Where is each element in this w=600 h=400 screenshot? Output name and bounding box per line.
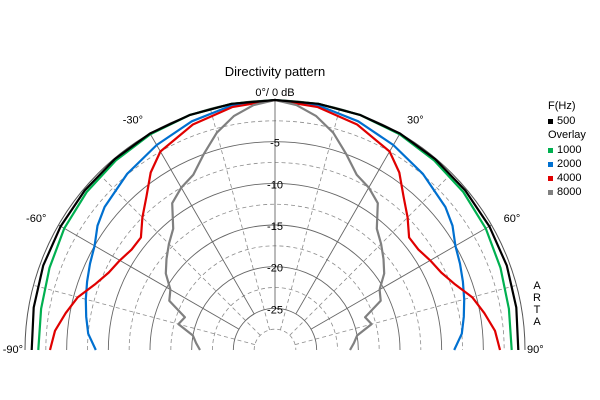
legend-item-1000: 1000 — [548, 143, 600, 157]
legend-label-1000: 1000 — [557, 144, 582, 156]
watermark-letter: A — [533, 316, 541, 328]
grid-spoke-major — [149, 133, 255, 315]
watermark-letter: R — [533, 292, 541, 304]
legend-item-8000: 8000 — [548, 185, 600, 199]
grid-circle-minor — [253, 328, 297, 351]
top-label: 0°/ 0 dB — [255, 87, 294, 99]
legend-label-4000: 4000 — [557, 172, 582, 184]
legend-label-8000: 8000 — [557, 186, 582, 198]
legend-label-2000: 2000 — [557, 158, 582, 170]
legend-swatch-8000 — [548, 189, 553, 195]
watermark-letter: A — [533, 280, 541, 292]
angle-label: -60° — [26, 213, 46, 225]
series-line-500 — [30, 98, 520, 351]
legend-swatch-4000 — [548, 175, 553, 181]
grid-spoke-minor — [33, 284, 255, 345]
legend-swatch-1000 — [548, 147, 553, 153]
angle-label: 90° — [527, 344, 544, 356]
legend: F(Hz) 500 Overlay 1000 2000 4000 8000 — [548, 99, 600, 199]
grid-spoke-minor — [295, 284, 517, 345]
grid-spoke-minor — [289, 172, 453, 336]
legend-item-4000: 4000 — [548, 171, 600, 185]
grid-spoke-minor — [209, 108, 270, 330]
legend-header-frequency: F(Hz) — [548, 100, 576, 112]
legend-swatch-500 — [548, 118, 553, 124]
angle-label: -30° — [123, 114, 143, 126]
grid-circle-minor — [128, 203, 422, 351]
r-tick-label: -10 — [267, 179, 283, 191]
r-tick-label: -25 — [267, 304, 283, 316]
chart-title: Directivity pattern — [224, 64, 326, 79]
r-tick-label: -20 — [267, 263, 283, 275]
grid-spoke-major — [58, 224, 240, 330]
grid-spoke-minor — [97, 172, 261, 336]
grid-circle-major — [232, 307, 318, 351]
grid-spoke-major — [310, 224, 492, 330]
angle-label: 60° — [504, 213, 521, 225]
legend-swatch-2000 — [548, 161, 553, 167]
legend-item-500: 500 — [548, 114, 600, 128]
angle-label: 30° — [407, 114, 424, 126]
legend-label-500: 500 — [557, 115, 576, 127]
watermark-letter: T — [533, 304, 541, 316]
legend-header-overlay: Overlay — [548, 129, 586, 141]
legend-item-2000: 2000 — [548, 157, 600, 171]
angle-label: -90° — [3, 344, 23, 356]
grid-spoke-major — [295, 133, 401, 315]
grid-spoke-minor — [280, 108, 341, 330]
r-tick-label: -15 — [267, 221, 283, 233]
r-tick-label: -5 — [270, 138, 280, 150]
